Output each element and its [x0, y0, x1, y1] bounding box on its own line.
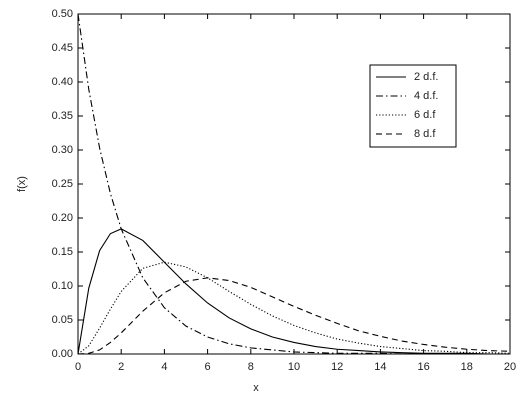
y-tick-label: 0.50: [52, 8, 73, 20]
x-axis-label: x: [253, 382, 259, 394]
y-tick-label: 0.05: [52, 314, 73, 326]
legend-label: 8 d.f: [414, 128, 436, 140]
y-tick-label: 0.45: [52, 42, 73, 54]
x-tick-label: 12: [331, 361, 343, 373]
x-tick-label: 8: [248, 361, 254, 373]
x-tick-label: 4: [161, 361, 167, 373]
y-tick-label: 0.10: [52, 280, 73, 292]
x-tick-label: 6: [205, 361, 211, 373]
y-tick-label: 0.20: [52, 212, 73, 224]
x-tick-label: 16: [417, 361, 429, 373]
legend-box: [369, 64, 457, 148]
y-tick-label: 0.25: [52, 178, 73, 190]
x-tick-label: 18: [461, 361, 473, 373]
y-tick-label: 0.30: [52, 144, 73, 156]
legend-label: 2 d.f.: [414, 71, 438, 83]
series-line: [77, 13, 510, 355]
x-tick-label: 10: [288, 361, 300, 373]
y-axis-label: f(x): [16, 176, 28, 192]
x-tick-label: 0: [75, 361, 81, 373]
series-line: [77, 277, 511, 355]
series-line: [77, 261, 511, 355]
y-tick-label: 0.15: [52, 246, 73, 258]
legend-label: 6 d.f: [414, 109, 436, 121]
x-tick-label: 20: [504, 361, 516, 373]
x-tick-label: 14: [374, 361, 386, 373]
y-tick-label: 0.35: [52, 110, 73, 122]
x-tick-label: 2: [118, 361, 124, 373]
y-tick-label: 0.00: [52, 348, 73, 360]
legend-label: 4 d.f.: [414, 90, 438, 102]
series-line: [77, 228, 510, 355]
y-tick-label: 0.40: [52, 76, 73, 88]
